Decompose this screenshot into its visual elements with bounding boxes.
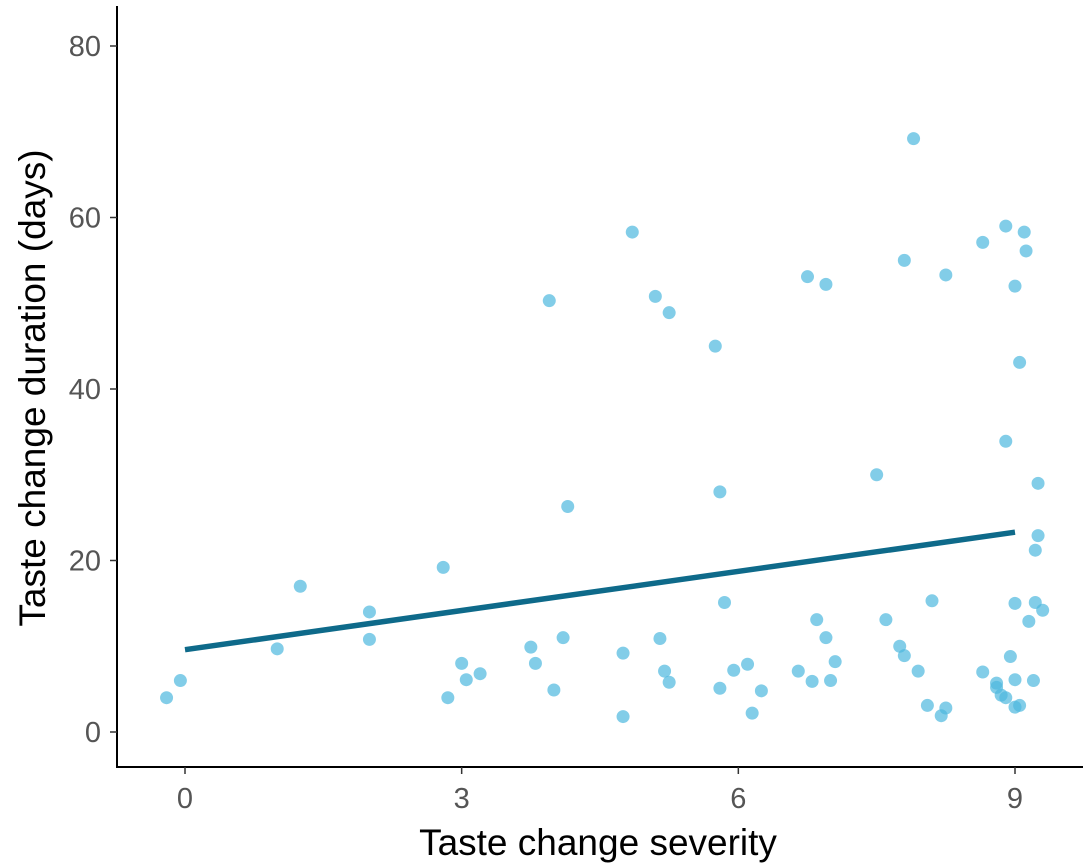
data-point: [824, 674, 838, 688]
x-tick-label: 6: [730, 783, 746, 815]
data-point: [1028, 543, 1042, 557]
data-point: [1008, 596, 1022, 610]
data-point: [616, 710, 630, 724]
data-point: [879, 613, 893, 627]
data-point: [1008, 279, 1022, 293]
data-point: [455, 656, 469, 670]
data-point: [976, 665, 990, 679]
data-point: [1031, 476, 1045, 490]
data-point: [1008, 673, 1022, 687]
data-point: [708, 339, 722, 353]
y-tick-label: 20: [69, 546, 101, 578]
points-layer: [160, 132, 1050, 724]
x-tick-label: 3: [454, 783, 470, 815]
data-point: [1013, 698, 1027, 712]
y-axis-title: Taste change duration (days): [12, 149, 53, 626]
data-point: [648, 289, 662, 303]
data-point: [658, 664, 672, 678]
data-point: [547, 683, 561, 697]
data-point: [939, 268, 953, 282]
data-point: [362, 605, 376, 619]
data-point: [1022, 614, 1036, 628]
data-point: [1017, 225, 1031, 239]
data-point: [718, 596, 731, 610]
data-point: [999, 691, 1013, 705]
data-point: [556, 631, 570, 645]
data-point: [713, 681, 727, 695]
data-point: [1036, 603, 1050, 617]
data-point: [459, 673, 473, 687]
data-point: [653, 632, 667, 646]
data-point: [754, 684, 768, 698]
data-point: [976, 235, 990, 249]
x-tick-label: 0: [177, 783, 193, 815]
data-point: [528, 656, 542, 670]
data-point: [870, 468, 884, 482]
y-tick-label: 0: [85, 717, 101, 749]
data-point: [1019, 244, 1033, 258]
data-point: [625, 225, 639, 239]
data-point: [662, 306, 676, 320]
data-point: [801, 270, 814, 284]
trend-line: [184, 529, 1016, 653]
data-point: [819, 631, 833, 645]
y-ticks-layer: 0 20 40 60 80: [69, 31, 117, 749]
data-point: [999, 434, 1013, 448]
data-point: [897, 649, 911, 663]
data-point: [999, 219, 1013, 233]
data-point: [810, 613, 824, 627]
data-point: [436, 560, 450, 574]
data-point: [1003, 650, 1017, 664]
data-point: [293, 579, 307, 593]
data-point: [441, 691, 455, 705]
data-point: [362, 632, 376, 646]
data-point: [819, 277, 833, 291]
data-point: [828, 655, 842, 669]
data-point: [925, 594, 939, 608]
data-point: [173, 674, 187, 688]
data-point: [741, 657, 755, 671]
data-point: [727, 663, 741, 677]
data-point: [939, 701, 953, 715]
x-ticks-layer: 0 3 6 9: [177, 767, 1023, 815]
data-point: [542, 294, 556, 308]
data-point: [920, 698, 934, 712]
data-point: [713, 485, 727, 499]
data-point: [1013, 355, 1027, 369]
data-point: [911, 664, 925, 678]
data-point: [160, 691, 174, 705]
data-point: [745, 706, 759, 720]
y-tick-label: 80: [69, 31, 101, 63]
data-point: [791, 664, 805, 678]
data-point: [524, 640, 538, 654]
x-axis-title: Taste change severity: [419, 822, 777, 863]
data-point: [1031, 529, 1045, 543]
data-point: [805, 674, 819, 688]
data-point: [1026, 674, 1040, 688]
y-tick-label: 40: [69, 374, 101, 406]
data-point: [662, 675, 676, 689]
y-tick-label: 60: [69, 203, 101, 235]
data-point: [270, 642, 284, 656]
x-tick-label: 9: [1007, 783, 1023, 815]
data-point: [616, 646, 630, 660]
data-point: [561, 499, 575, 513]
data-point: [897, 253, 911, 267]
data-point: [907, 132, 921, 146]
data-point: [473, 667, 487, 681]
